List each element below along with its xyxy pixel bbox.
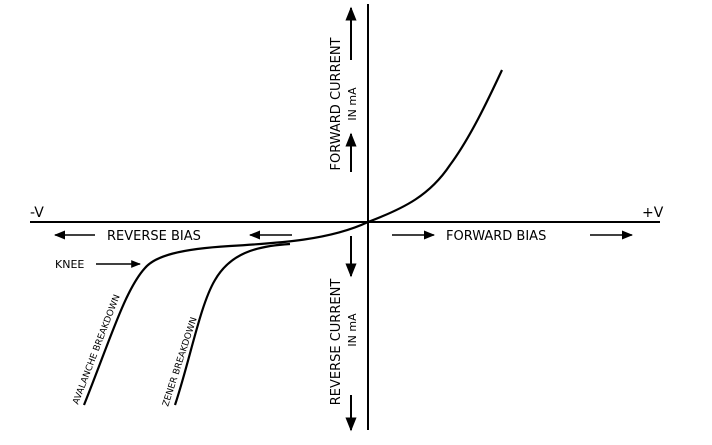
negative-voltage-label: -V: [30, 205, 44, 221]
positive-voltage-label: +V: [642, 205, 664, 221]
avalanche-breakdown-curve: [82, 221, 369, 406]
knee-label: KNEE: [55, 258, 84, 271]
forward-current-label: FORWARD CURRENT: [329, 37, 344, 170]
zener-breakdown-label: ZENER BREAKDOWN: [161, 316, 199, 408]
reverse-bias-label: REVERSE BIAS: [107, 229, 201, 244]
reverse-current-label: REVERSE CURRENT: [329, 279, 344, 406]
reverse-current-unit-label: IN mA: [346, 313, 359, 347]
zener-breakdown-curve: [173, 242, 291, 406]
forward-bias-label: FORWARD BIAS: [446, 229, 546, 244]
avalanche-breakdown-label: AVALANCHE BREAKDOWN: [71, 293, 122, 406]
forward-current-unit-label: IN mA: [346, 87, 359, 121]
forward-characteristic-curve: [367, 69, 503, 224]
